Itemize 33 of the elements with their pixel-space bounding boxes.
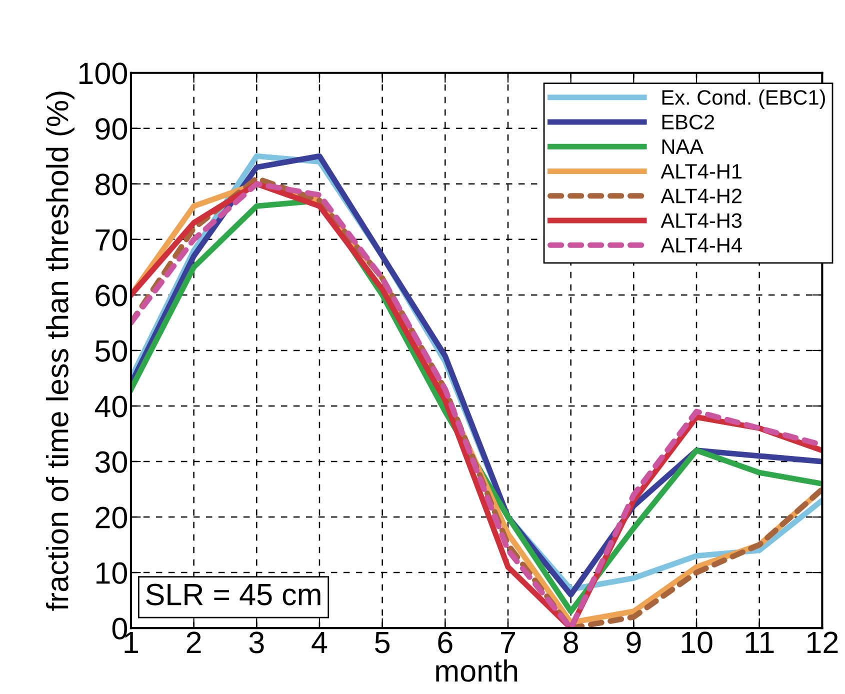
- x-tick-label: 11: [746, 632, 774, 653]
- x-axis-title: month: [436, 659, 518, 682]
- y-tick-label: 20: [96, 506, 128, 528]
- x-tick-label: 12: [808, 632, 838, 653]
- x-tick-label: 3: [249, 632, 264, 654]
- y-tick-label: 0: [112, 618, 128, 640]
- legend-label: ALT4-H4: [660, 238, 742, 252]
- y-tick-label: 70: [96, 229, 128, 251]
- legend-label: Ex. Cond. (EBC1): [662, 90, 825, 109]
- x-tick-label: 8: [564, 632, 578, 654]
- y-tick-label: 30: [95, 451, 128, 473]
- legend-label: NAA: [662, 140, 704, 154]
- y-axis-title: fraction of time less than threshold (%): [46, 92, 74, 611]
- legend-label: ALT4-H3: [660, 213, 742, 228]
- x-tick-label: 6: [438, 632, 452, 654]
- x-tick-label: 4: [312, 632, 328, 653]
- y-tick-label: 40: [94, 396, 128, 418]
- y-tick-label: 60: [96, 284, 128, 306]
- y-tick-label: 90: [96, 118, 128, 140]
- legend-label: ALT4-H2: [660, 188, 742, 204]
- x-tick-label: 2: [186, 632, 201, 653]
- y-tick-label: 80: [96, 174, 128, 196]
- y-tick-label: 50: [95, 340, 128, 362]
- legend-label: ALT4-H1: [660, 164, 742, 179]
- x-tick-label: 10: [682, 632, 712, 654]
- legend-label: EBC2: [662, 114, 714, 130]
- x-tick-label: 5: [375, 632, 390, 654]
- annotation: SLR = 45 cm: [146, 584, 320, 606]
- x-tick-label: 1: [124, 632, 138, 653]
- x-tick-label: 9: [626, 632, 641, 654]
- y-tick-label: 100: [80, 62, 128, 84]
- x-tick-label: 7: [501, 632, 515, 653]
- y-tick-label: 10: [96, 562, 128, 584]
